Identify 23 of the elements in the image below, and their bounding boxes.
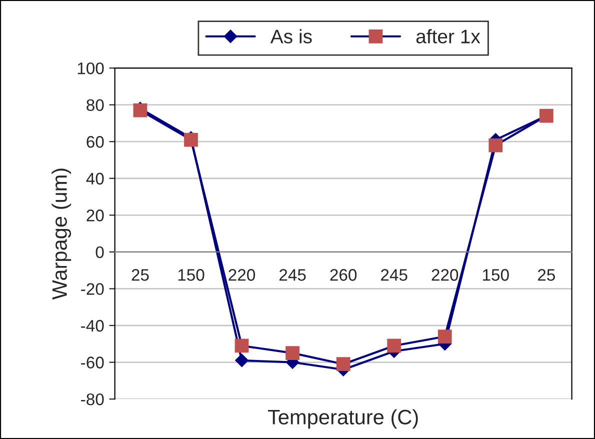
x-tick-label: 220	[228, 269, 256, 281]
x-tick-label: 260	[330, 269, 357, 281]
x-tick-label: 25	[538, 269, 555, 281]
y-tick-label: 60	[86, 136, 104, 148]
x-tick-label: 245	[381, 269, 408, 281]
y-tick-label: -60	[81, 356, 104, 368]
y-tick-label: 0	[96, 246, 104, 258]
legend-label: after 1x	[416, 29, 480, 44]
x-tick-label: 25	[132, 269, 149, 281]
x-axis-title: Temperature (C)	[268, 409, 418, 429]
x-tick-label: 150	[178, 269, 204, 281]
y-tick-label: 100	[78, 62, 104, 74]
x-tick-label: 220	[432, 269, 458, 281]
y-axis-title: Warpage (um)	[52, 168, 72, 300]
y-tick-label: -80	[81, 393, 104, 406]
y-tick-label: 80	[86, 99, 104, 112]
x-tick-label: 150	[483, 269, 509, 281]
legend-label: As is	[270, 29, 312, 44]
y-tick-label: -40	[81, 320, 104, 332]
x-tick-label: 245	[279, 269, 306, 281]
y-tick-label: 40	[86, 172, 104, 185]
y-tick-label: 20	[86, 210, 104, 222]
y-tick-label: -20	[81, 283, 104, 295]
